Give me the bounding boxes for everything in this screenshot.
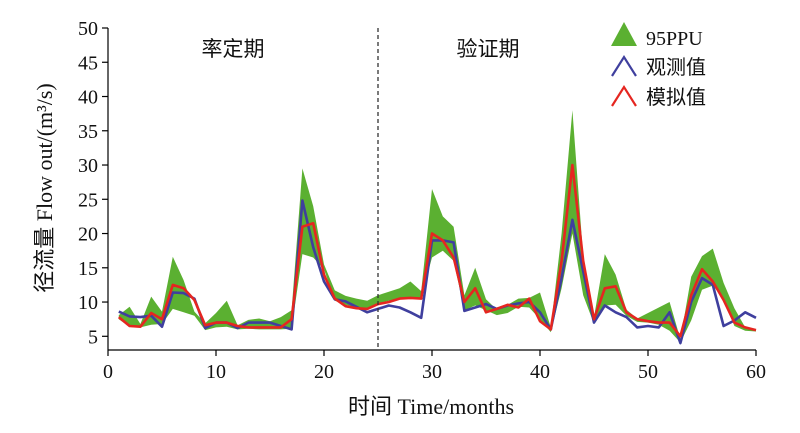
x-tick-label: 40: [530, 361, 550, 383]
x-tick-label: 0: [103, 361, 113, 383]
simulated-line: [117, 163, 757, 338]
legend-observed-caret-icon: [611, 54, 637, 77]
x-tick-label: 60: [746, 361, 766, 383]
y-axis-title: 径流量 Flow out/(m³/s): [32, 83, 57, 293]
x-tick-label: 20: [314, 361, 334, 383]
ppu-band-layer: [118, 110, 757, 343]
series-line-layer: [117, 163, 757, 345]
y-tick-label: 35: [78, 121, 98, 143]
y-tick-label: 15: [78, 258, 98, 280]
x-tick-label: 30: [422, 361, 442, 383]
ppu-band: [118, 110, 757, 343]
legend-item-observed: 观测值: [611, 54, 706, 79]
legend-simulated-caret-icon: [611, 84, 637, 107]
validation-period-label: 验证期: [457, 37, 520, 61]
legend-label-simulated: 模拟值: [646, 86, 706, 109]
legend-label-observed: 观测值: [646, 56, 706, 79]
legend: 95PPU 观测值 模拟值: [611, 22, 706, 109]
x-tick-label: 10: [206, 361, 226, 383]
y-tick-label: 20: [78, 224, 98, 246]
y-tick-label: 25: [78, 189, 98, 211]
y-tick-label: 10: [78, 292, 98, 314]
legend-ppu-triangle-icon: [611, 22, 637, 46]
legend-item-simulated: 模拟值: [611, 84, 706, 109]
legend-item-ppu: 95PPU: [611, 22, 703, 50]
y-tick-label: 40: [78, 87, 98, 109]
calibration-period-label: 率定期: [202, 37, 265, 61]
legend-label-ppu: 95PPU: [646, 28, 703, 50]
y-tick-label: 50: [78, 18, 98, 40]
y-tick-label: 45: [78, 52, 98, 74]
y-tick-label: 30: [78, 155, 98, 177]
x-axis-title: 时间 Time/months: [348, 394, 514, 419]
y-tick-label: 5: [88, 326, 98, 348]
tick-layer: 0 10 20 30 40 50 60 5 10 15 20 25 30 35 40 45 50: [78, 18, 766, 383]
x-tick-label: 50: [638, 361, 658, 383]
